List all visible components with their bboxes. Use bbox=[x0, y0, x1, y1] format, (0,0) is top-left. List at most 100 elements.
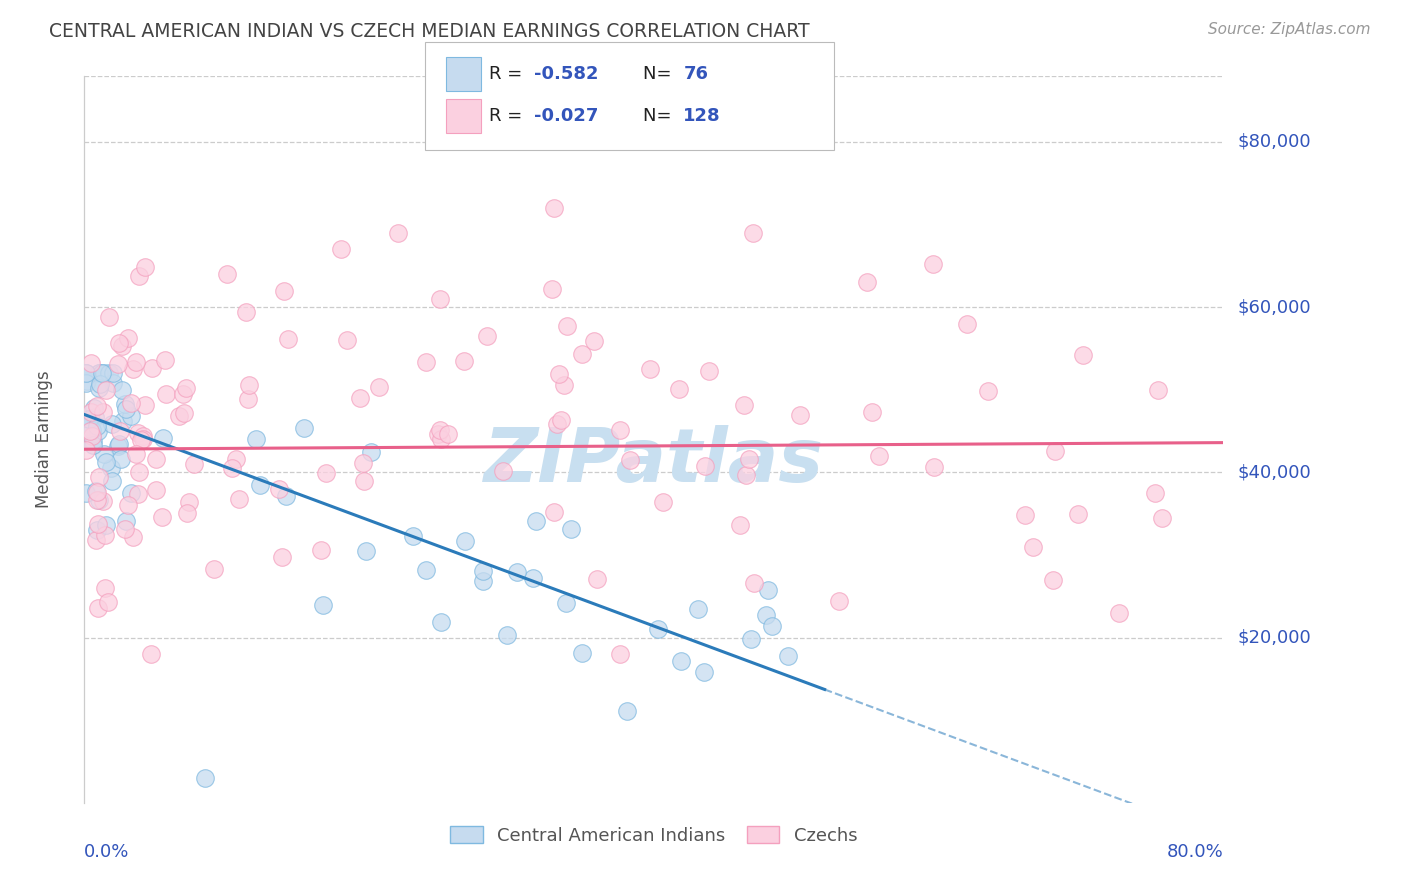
Point bbox=[101, 376, 124, 390]
Point bbox=[652, 495, 675, 509]
Point bbox=[155, 387, 177, 401]
Point bbox=[571, 646, 593, 660]
Text: $40,000: $40,000 bbox=[1237, 463, 1310, 482]
Point bbox=[693, 665, 716, 680]
Point bbox=[75, 366, 97, 380]
Point bbox=[86, 399, 108, 413]
Point bbox=[738, 452, 761, 467]
Point bbox=[429, 423, 451, 437]
Point bbox=[430, 615, 453, 630]
Point bbox=[172, 387, 194, 401]
Point bbox=[541, 282, 564, 296]
Point bbox=[271, 549, 294, 564]
Point bbox=[94, 528, 117, 542]
Point bbox=[546, 417, 568, 431]
Point bbox=[638, 362, 661, 376]
Point bbox=[437, 427, 460, 442]
Point bbox=[1152, 510, 1174, 524]
Point bbox=[415, 563, 437, 577]
Point bbox=[274, 490, 297, 504]
Point bbox=[125, 447, 148, 461]
Point bbox=[292, 420, 315, 434]
Point bbox=[86, 523, 108, 537]
Point bbox=[125, 355, 148, 369]
Point bbox=[1014, 508, 1036, 522]
Point bbox=[977, 384, 1000, 399]
Point bbox=[471, 565, 494, 579]
Point bbox=[360, 445, 382, 459]
Point bbox=[728, 517, 751, 532]
Point bbox=[86, 419, 108, 434]
Point bbox=[402, 529, 425, 543]
Point bbox=[430, 432, 453, 446]
Point bbox=[122, 361, 145, 376]
Point bbox=[550, 413, 572, 427]
Point bbox=[922, 460, 945, 475]
Point bbox=[155, 352, 177, 367]
Point bbox=[522, 571, 544, 585]
Point bbox=[547, 367, 569, 381]
Point bbox=[267, 482, 290, 496]
Point bbox=[173, 406, 195, 420]
Point bbox=[273, 284, 295, 298]
Point bbox=[77, 412, 100, 426]
Point bbox=[108, 425, 131, 439]
Text: R =: R = bbox=[489, 107, 529, 125]
Point bbox=[91, 405, 114, 419]
Text: 0.0%: 0.0% bbox=[84, 843, 129, 861]
Point bbox=[90, 366, 112, 380]
Point bbox=[115, 514, 138, 528]
Point bbox=[733, 398, 755, 412]
Text: Median Earnings: Median Earnings bbox=[35, 370, 53, 508]
Point bbox=[152, 509, 174, 524]
Point bbox=[152, 431, 174, 445]
Text: $20,000: $20,000 bbox=[1237, 629, 1310, 647]
Point bbox=[349, 391, 371, 405]
Point bbox=[543, 201, 565, 215]
Text: R =: R = bbox=[489, 65, 529, 83]
Point bbox=[128, 465, 150, 479]
Point bbox=[94, 518, 117, 533]
Point bbox=[354, 543, 377, 558]
Point bbox=[114, 397, 136, 411]
Point bbox=[80, 405, 103, 419]
Text: Source: ZipAtlas.com: Source: ZipAtlas.com bbox=[1208, 22, 1371, 37]
Text: 76: 76 bbox=[683, 65, 709, 83]
Text: ZIPatlas: ZIPatlas bbox=[484, 425, 824, 498]
Point bbox=[107, 437, 129, 451]
Point bbox=[93, 447, 115, 461]
Point bbox=[117, 498, 139, 512]
Point bbox=[100, 474, 122, 488]
Point bbox=[96, 455, 118, 469]
Point bbox=[111, 339, 134, 353]
Point bbox=[100, 460, 122, 475]
Point bbox=[475, 329, 498, 343]
Point bbox=[82, 426, 104, 441]
Point bbox=[80, 428, 103, 442]
Point bbox=[122, 530, 145, 544]
Point bbox=[176, 381, 198, 395]
Point bbox=[134, 260, 156, 274]
Point bbox=[75, 485, 97, 500]
Point bbox=[96, 383, 118, 397]
Point bbox=[742, 226, 765, 240]
Point bbox=[329, 242, 352, 256]
Point bbox=[585, 572, 607, 586]
Point bbox=[93, 366, 115, 380]
Point bbox=[740, 632, 762, 646]
Point bbox=[128, 268, 150, 283]
Point bbox=[120, 409, 142, 423]
Point bbox=[453, 353, 475, 368]
Point bbox=[686, 601, 709, 615]
Point bbox=[860, 405, 883, 419]
Point bbox=[114, 401, 136, 416]
Point bbox=[129, 433, 152, 447]
Point bbox=[1144, 486, 1167, 500]
Point bbox=[94, 581, 117, 595]
Point bbox=[582, 334, 605, 348]
Point bbox=[111, 383, 134, 397]
Point bbox=[127, 487, 149, 501]
Point bbox=[145, 483, 167, 498]
Point bbox=[167, 409, 190, 424]
Point bbox=[87, 381, 110, 395]
